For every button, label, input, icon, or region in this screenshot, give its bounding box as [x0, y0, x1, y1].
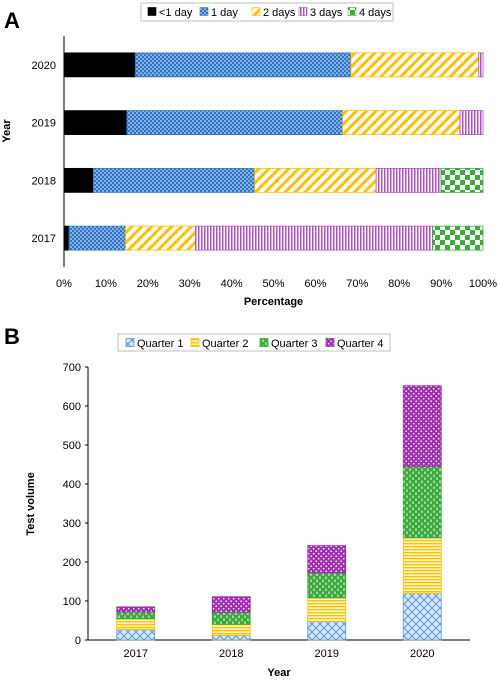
bar-b-2017-quarter-4 — [116, 606, 156, 613]
x-tick-a-60: 60% — [304, 278, 326, 290]
legend-a-label-1-day: 1 day — [211, 7, 238, 19]
chart-b: Quarter 1 Quarter 2 Quarter 3 Quarter 4 0 100… — [25, 333, 470, 679]
y-axis-title-b: Test volume — [25, 472, 37, 535]
bar-a-2019-1-day — [126, 110, 344, 136]
legend-b: Quarter 1 Quarter 2 Quarter 3 Quarter 4 — [117, 333, 391, 352]
x-tick-a-30: 30% — [179, 278, 201, 290]
bar-a-2019-3-days — [459, 110, 484, 136]
x-axis-title-a: Percentage — [244, 296, 303, 308]
bar-a-2017-3-days — [195, 225, 434, 251]
bar-b-2017-quarter-1 — [116, 629, 156, 641]
bar-b-2018-quarter-2 — [211, 624, 251, 636]
legend-a-label-2-days: 2 days — [263, 7, 296, 19]
x-tick-b-2018: 2018 — [219, 648, 243, 660]
y-tick-a-2020: 2020 — [32, 60, 56, 72]
x-tick-a-80: 80% — [388, 278, 410, 290]
bar-a-2020-1-day — [134, 52, 352, 78]
legend-b-swatch-quarter-4 — [325, 338, 335, 347]
x-tick-a-0: 0% — [56, 278, 72, 290]
y-tick-b-100: 100 — [63, 596, 81, 608]
bar-b-2019-quarter-4 — [307, 545, 347, 574]
legend-a-swatch-1-day — [199, 7, 209, 16]
bar-b-2018-quarter-1 — [211, 634, 251, 641]
panel-a-letter: A — [4, 8, 20, 33]
x-tick-b-2017: 2017 — [124, 648, 148, 660]
legend-b-swatch-quarter-2 — [190, 338, 200, 347]
legend-b-label-quarter-1: Quarter 1 — [137, 338, 183, 350]
y-tick-b-0: 0 — [75, 635, 81, 647]
legend-b-label-quarter-2: Quarter 2 — [202, 338, 248, 350]
legend-b-box — [117, 333, 391, 352]
y-tick-b-500: 500 — [63, 440, 81, 452]
panel-b-letter: B — [4, 324, 20, 349]
y-tick-a-2017: 2017 — [32, 233, 56, 245]
x-tick-a-70: 70% — [346, 278, 368, 290]
bar-a-2019-2-days — [342, 110, 461, 136]
x-tick-a-40: 40% — [221, 278, 243, 290]
y-tick-b-200: 200 — [63, 557, 81, 569]
y-tick-b-400: 400 — [63, 479, 81, 491]
y-axis-title-a: Year — [1, 119, 13, 143]
bar-a-2017-1-day — [68, 225, 126, 251]
x-tick-a-50: 50% — [262, 278, 284, 290]
bar-a-2018-1-day — [92, 167, 256, 193]
bar-b-2019-quarter-2 — [307, 597, 347, 622]
bar-b-2019-quarter-1 — [307, 620, 347, 641]
legend-a-label-1-day: <1 day — [159, 7, 193, 19]
x-tick-a-20: 20% — [137, 278, 159, 290]
bar-a-2018-4-days — [440, 167, 484, 193]
legend-a-label-3-days: 3 days — [310, 7, 343, 19]
bar-b-2017-quarter-3 — [116, 611, 156, 620]
legend-a-label-4-days: 4 days — [359, 7, 392, 19]
bar-a-2017-4-days — [432, 225, 484, 251]
legend-a: <1 day 1 day 2 days 3 days 4 days — [140, 2, 394, 22]
bar-a-2019-1-day — [63, 110, 128, 136]
x-tick-b-2019: 2019 — [315, 648, 339, 660]
bar-a-2020-2-days — [350, 52, 480, 78]
bar-b-2020-quarter-4 — [402, 385, 442, 467]
bar-a-2018-2-days — [254, 167, 377, 193]
legend-a-swatch-1-day — [147, 7, 157, 16]
bar-b-2019-quarter-3 — [307, 572, 347, 599]
x-axis-title-b: Year — [267, 667, 291, 679]
y-tick-a-2018: 2018 — [32, 175, 56, 187]
legend-a-swatch-3-days — [298, 7, 308, 16]
bar-a-2017-2-days — [125, 225, 196, 251]
legend-a-swatch-2-days — [251, 7, 261, 16]
legend-b-label-quarter-4: Quarter 4 — [337, 338, 383, 350]
legend-a-swatch-4-days — [347, 7, 357, 16]
bar-a-2020-3-days — [478, 52, 484, 78]
bar-a-2018-1-day — [63, 167, 94, 193]
chart-a: <1 day 1 day 2 days 3 days 4 days 2020 2019 201… — [1, 2, 497, 308]
bar-b-2017-quarter-2 — [116, 618, 156, 630]
bar-a-2020-1-day — [63, 52, 136, 78]
legend-b-swatch-quarter-3 — [259, 338, 269, 347]
x-tick-a-10: 10% — [95, 278, 117, 290]
y-tick-b-600: 600 — [63, 401, 81, 413]
legend-b-label-quarter-3: Quarter 3 — [271, 338, 317, 350]
y-tick-a-2019: 2019 — [32, 118, 56, 130]
bar-a-2017-1-day — [63, 225, 70, 251]
bar-b-2018-quarter-3 — [211, 611, 251, 625]
x-tick-a-90: 90% — [430, 278, 452, 290]
bar-b-2020-quarter-2 — [402, 537, 442, 594]
bar-b-2020-quarter-1 — [402, 592, 442, 641]
bar-b-2018-quarter-4 — [211, 596, 251, 613]
legend-b-swatch-quarter-1 — [125, 338, 135, 347]
bar-b-2020-quarter-3 — [402, 466, 442, 539]
x-tick-a-100: 100% — [469, 278, 497, 290]
x-tick-b-2020: 2020 — [410, 648, 434, 660]
y-tick-b-700: 700 — [63, 362, 81, 374]
y-tick-b-300: 300 — [63, 518, 81, 530]
bar-a-2018-3-days — [375, 167, 442, 193]
